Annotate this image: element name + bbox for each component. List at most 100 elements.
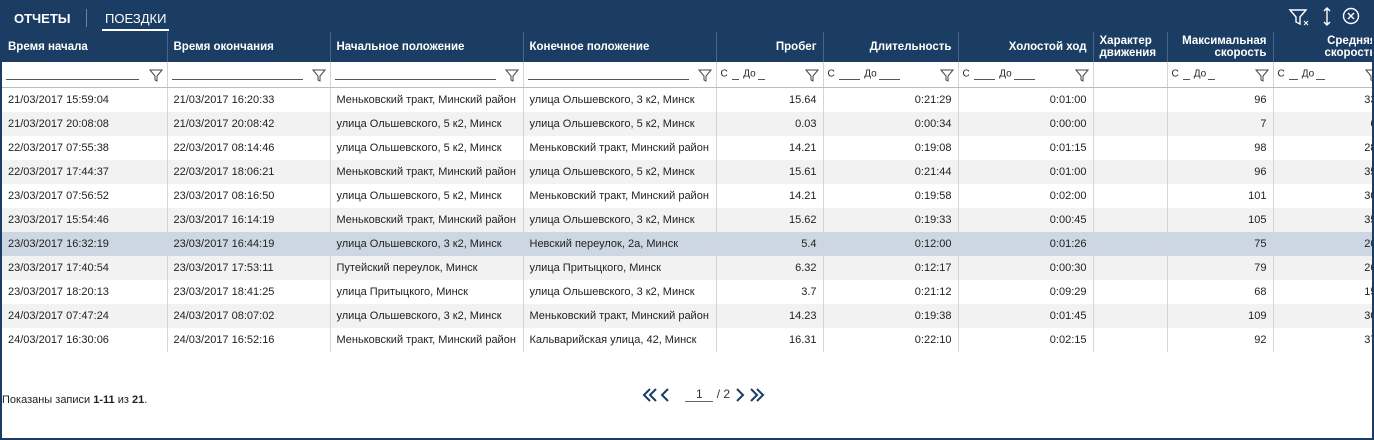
trips-table: Время начала Время окончания Начальное пол… <box>2 32 1372 352</box>
filter-cell[interactable] <box>2 62 168 88</box>
table-cell: 0:19:58 <box>823 184 959 208</box>
tab[interactable]: ОТЧЕТЫ <box>14 11 71 26</box>
table-row[interactable]: 23/03/2017 17:40:54 23/03/2017 17:53:11 Пу… <box>2 256 1372 280</box>
summary-text: 21 <box>131 394 145 406</box>
table-row[interactable]: 24/03/2017 16:30:06 24/03/2017 16:52:16 Ме… <box>2 328 1372 352</box>
table-cell: 68 <box>1167 280 1274 304</box>
table-cell: 24/03/2017 08:07:02 <box>167 304 331 328</box>
table-cell: 92 <box>1167 328 1274 352</box>
table-row[interactable]: 22/03/2017 17:44:37 22/03/2017 18:06:21 Ме… <box>2 160 1372 184</box>
table-cell <box>1093 87 1168 112</box>
table-row[interactable]: 24/03/2017 07:47:24 24/03/2017 08:07:02 ул… <box>2 304 1372 328</box>
table-cell: 3.7 <box>716 280 824 304</box>
table-row[interactable]: 23/03/2017 18:20:13 23/03/2017 18:41:25 ул… <box>2 280 1372 304</box>
table-cell: 14.23 <box>716 304 824 328</box>
filter-input[interactable] <box>1208 68 1216 80</box>
table-row[interactable]: 22/03/2017 07:55:38 22/03/2017 08:14:46 ул… <box>2 136 1372 160</box>
filter-cell[interactable]: С До <box>1167 62 1274 88</box>
table-cell: 15 <box>1273 280 1372 304</box>
pagination: 1 / 2 <box>642 387 773 403</box>
column-header[interactable]: Средняя скорость <box>1273 32 1372 62</box>
filter-input[interactable] <box>527 68 689 80</box>
table-cell: 22/03/2017 18:06:21 <box>167 160 331 184</box>
filter-to-label: До <box>864 68 877 80</box>
filter-cell[interactable]: С До <box>1273 62 1372 88</box>
filter-input[interactable] <box>1182 68 1190 80</box>
table-cell: 20 <box>1273 232 1372 256</box>
table-cell: улица Ольшевского, 3 к2, Минск <box>330 304 524 328</box>
filter-input[interactable] <box>757 68 766 80</box>
table-cell: 23/03/2017 08:16:50 <box>167 184 331 208</box>
column-header[interactable]: Длительность <box>823 32 959 62</box>
filter-cell[interactable]: С До <box>716 62 824 88</box>
table-cell: 23/03/2017 17:53:11 <box>167 256 331 280</box>
table-cell: Меньковский тракт, Минский район <box>523 136 717 160</box>
table-cell: 23/03/2017 16:44:19 <box>167 232 331 256</box>
table-cell: 0:19:38 <box>823 304 959 328</box>
filter-input[interactable] <box>1013 68 1036 80</box>
page-total: / 2 <box>716 387 731 402</box>
prev-buttons[interactable] <box>642 387 682 403</box>
filter-input[interactable] <box>731 68 740 80</box>
toolbar-icons[interactable] <box>1282 6 1362 28</box>
table-cell: Путейский переулок, Минск <box>330 256 524 280</box>
table-cell: улица Ольшевского, 5 к2, Минск <box>330 184 524 208</box>
table-cell <box>1093 304 1168 328</box>
filter-to-label: До <box>743 68 756 80</box>
table-cell: улица Ольшевского, 5 к2, Минск <box>523 112 717 136</box>
column-header[interactable]: Пробег <box>716 32 824 62</box>
filter-cell[interactable] <box>523 62 717 88</box>
table-cell: 0:01:00 <box>958 160 1094 184</box>
table-cell: 101 <box>1167 184 1274 208</box>
filter-input[interactable] <box>6 68 139 80</box>
table-cell: 0:02:15 <box>958 328 1094 352</box>
table-cell <box>1093 256 1168 280</box>
table-row[interactable]: 21/03/2017 20:08:08 21/03/2017 20:08:42 ул… <box>2 112 1372 136</box>
filter-input[interactable] <box>334 68 496 80</box>
table-row[interactable]: 23/03/2017 15:54:46 23/03/2017 16:14:19 Ме… <box>2 208 1372 232</box>
table-row[interactable]: 21/03/2017 15:59:04 21/03/2017 16:20:33 Ме… <box>2 87 1372 112</box>
filter-input[interactable] <box>838 68 861 80</box>
summary: Показаны записи 1-11 из 21. <box>2 394 147 406</box>
table-cell: 15.61 <box>716 160 824 184</box>
table-cell: 0:00:45 <box>958 208 1094 232</box>
table-cell: Меньковский тракт, Минский район <box>330 328 524 352</box>
column-header[interactable]: Характер движения <box>1093 32 1168 62</box>
table-cell: 23/03/2017 15:54:46 <box>2 208 168 232</box>
filter-input[interactable] <box>1288 68 1298 80</box>
table-row[interactable]: 23/03/2017 16:32:19 23/03/2017 16:44:19 ул… <box>2 232 1372 256</box>
column-header[interactable]: Время окончания <box>167 32 331 62</box>
filter-cell[interactable]: С До <box>958 62 1094 88</box>
table-cell: 26 <box>1273 256 1372 280</box>
column-header[interactable]: Максимальная скорость <box>1167 32 1274 62</box>
table-cell: улица Ольшевского, 5 к2, Минск <box>330 112 524 136</box>
filter-input[interactable] <box>973 68 996 80</box>
column-header[interactable]: Время начала <box>2 32 168 62</box>
table-cell: 0:22:10 <box>823 328 959 352</box>
column-header[interactable]: Холостой ход <box>958 32 1094 62</box>
table-cell: 23/03/2017 17:40:54 <box>2 256 168 280</box>
table-cell: 96 <box>1167 160 1274 184</box>
table-row[interactable]: 23/03/2017 07:56:52 23/03/2017 08:16:50 ул… <box>2 184 1372 208</box>
summary-text: . <box>144 394 148 406</box>
filter-cell[interactable] <box>330 62 524 88</box>
table-cell: 109 <box>1167 304 1274 328</box>
filter-input[interactable] <box>171 68 303 80</box>
table-cell: 0:19:08 <box>823 136 959 160</box>
next-buttons[interactable] <box>733 387 773 403</box>
tab[interactable]: ПОЕЗДКИ <box>102 11 170 31</box>
table-cell <box>1093 328 1168 352</box>
table-cell: 0:21:12 <box>823 280 959 304</box>
table-cell: 0:19:33 <box>823 208 959 232</box>
filter-cell[interactable] <box>167 62 331 88</box>
column-header[interactable]: Начальное положение <box>330 32 524 62</box>
column-header[interactable]: Конечное положение <box>523 32 717 62</box>
filter-input[interactable] <box>1316 68 1326 80</box>
table-cell: 28 <box>1273 136 1372 160</box>
page-input[interactable]: 1 <box>685 387 714 403</box>
table-cell: 35 <box>1273 160 1372 184</box>
table-cell: 0:00:34 <box>823 112 959 136</box>
filter-cell[interactable]: С До <box>823 62 959 88</box>
filter-input[interactable] <box>878 68 901 80</box>
table-cell: 16.31 <box>716 328 824 352</box>
